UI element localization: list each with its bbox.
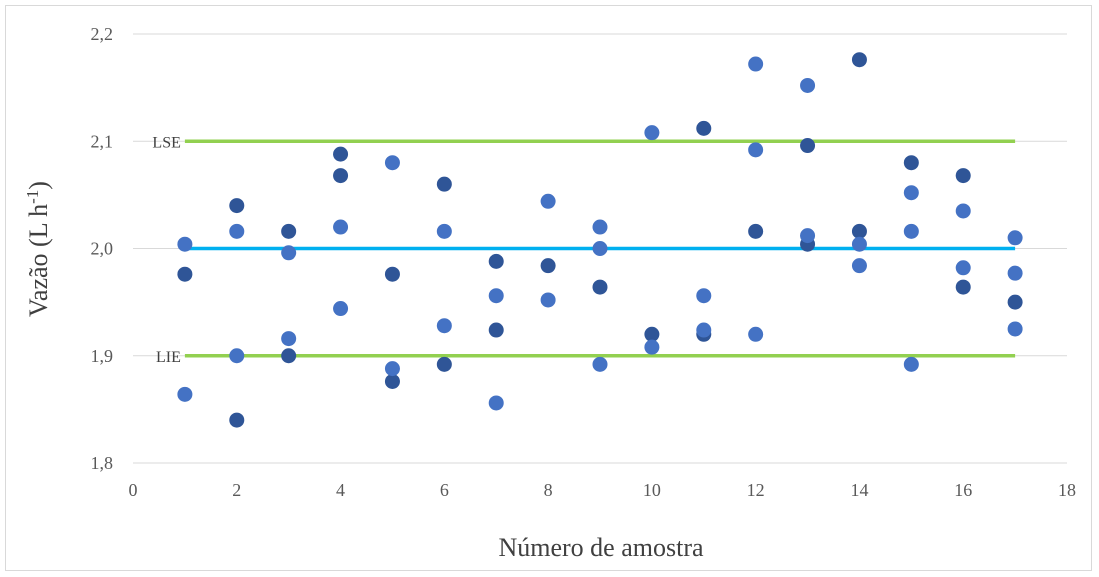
gridlines xyxy=(133,33,1067,357)
data-point xyxy=(540,193,556,209)
data-point xyxy=(229,223,245,239)
data-point xyxy=(696,288,712,304)
x-tick-label: 14 xyxy=(850,480,868,500)
data-point xyxy=(384,373,400,389)
data-point xyxy=(592,356,608,372)
x-tick-labels: 0 2 4 6 8 10 12 14 16 18 xyxy=(129,480,1077,500)
x-tick-label: 18 xyxy=(1058,480,1076,500)
reference-line-labels: LSE LIE xyxy=(152,134,180,366)
x-tick-label: 8 xyxy=(544,480,553,500)
chart-area xyxy=(5,5,1092,571)
data-point xyxy=(540,292,556,308)
data-point xyxy=(281,348,297,364)
data-point xyxy=(229,412,245,428)
data-point xyxy=(696,120,712,136)
y-tick-label: 2,0 xyxy=(91,239,114,259)
data-point xyxy=(1007,321,1023,337)
data-point xyxy=(540,258,556,274)
data-point xyxy=(436,356,452,372)
y-tick-label: 2,1 xyxy=(91,131,114,151)
data-points xyxy=(177,52,1023,428)
x-tick-label: 4 xyxy=(336,480,345,500)
data-point xyxy=(748,326,764,342)
y-axis-title-main: Vazão (L h xyxy=(24,204,53,317)
data-point xyxy=(800,138,816,154)
data-point xyxy=(1007,230,1023,246)
data-point xyxy=(488,395,504,411)
data-point xyxy=(384,155,400,171)
data-point xyxy=(384,361,400,377)
y-axis-title: Vazão (L h-1) xyxy=(23,181,53,317)
data-point xyxy=(488,322,504,338)
data-point xyxy=(281,331,297,347)
data-point xyxy=(177,236,193,252)
data-point xyxy=(229,348,245,364)
data-point xyxy=(903,223,919,239)
reference-line-label: LSE xyxy=(152,134,180,151)
reference-line-label: LIE xyxy=(156,349,181,366)
data-point xyxy=(436,318,452,334)
data-point xyxy=(281,223,297,239)
data-point xyxy=(229,198,245,214)
data-point xyxy=(955,203,971,219)
data-point xyxy=(644,339,660,355)
data-point xyxy=(800,77,816,93)
data-point xyxy=(903,185,919,201)
data-point xyxy=(748,142,764,158)
data-point xyxy=(333,146,349,162)
data-point xyxy=(955,279,971,295)
data-point xyxy=(851,223,867,239)
data-point xyxy=(488,253,504,269)
x-tick-label: 0 xyxy=(129,480,138,500)
data-point xyxy=(955,168,971,184)
data-point xyxy=(644,125,660,141)
data-point xyxy=(1007,265,1023,281)
y-tick-label: 2,2 xyxy=(91,24,114,44)
x-tick-label: 12 xyxy=(747,480,765,500)
y-tick-label: 1,8 xyxy=(91,453,114,473)
data-point xyxy=(436,223,452,239)
x-tick-label: 16 xyxy=(954,480,972,500)
y-tick-label: 1,9 xyxy=(91,346,114,366)
data-point xyxy=(333,301,349,317)
x-tick-label: 2 xyxy=(232,480,241,500)
data-point xyxy=(281,245,297,261)
x-axis-title: Número de amostra xyxy=(498,533,704,562)
y-axis-title-close: ) xyxy=(24,181,53,190)
y-tick-labels: 1,8 1,9 2,0 2,1 2,2 xyxy=(91,24,114,473)
data-point xyxy=(177,386,193,402)
data-point xyxy=(177,266,193,282)
data-point xyxy=(488,288,504,304)
data-point xyxy=(592,279,608,295)
data-point xyxy=(384,266,400,282)
data-point xyxy=(696,322,712,338)
data-point xyxy=(436,176,452,192)
data-point xyxy=(644,326,660,342)
data-point xyxy=(592,219,608,235)
data-point xyxy=(851,236,867,252)
data-point xyxy=(903,155,919,171)
x-tick-label: 10 xyxy=(643,480,661,500)
data-point xyxy=(333,219,349,235)
data-point xyxy=(1007,294,1023,310)
data-point xyxy=(903,356,919,372)
data-point xyxy=(800,228,816,244)
data-point xyxy=(851,52,867,68)
data-point xyxy=(748,223,764,239)
data-point xyxy=(748,56,764,72)
data-point xyxy=(955,260,971,276)
x-tick-label: 6 xyxy=(440,480,449,500)
y-axis-title-sup: -1 xyxy=(23,190,42,204)
data-point xyxy=(851,258,867,274)
data-point xyxy=(592,241,608,256)
data-point xyxy=(333,168,349,184)
